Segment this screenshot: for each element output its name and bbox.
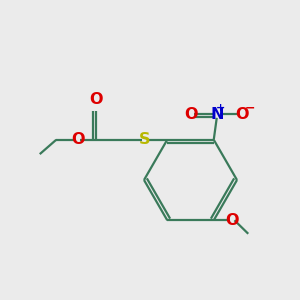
Text: +: +: [216, 103, 225, 113]
Text: O: O: [71, 132, 85, 147]
Text: O: O: [184, 107, 198, 122]
Text: −: −: [244, 102, 255, 115]
Text: O: O: [225, 213, 238, 228]
Text: S: S: [139, 132, 151, 147]
Text: N: N: [210, 107, 224, 122]
Text: O: O: [236, 107, 249, 122]
Text: O: O: [89, 92, 103, 107]
